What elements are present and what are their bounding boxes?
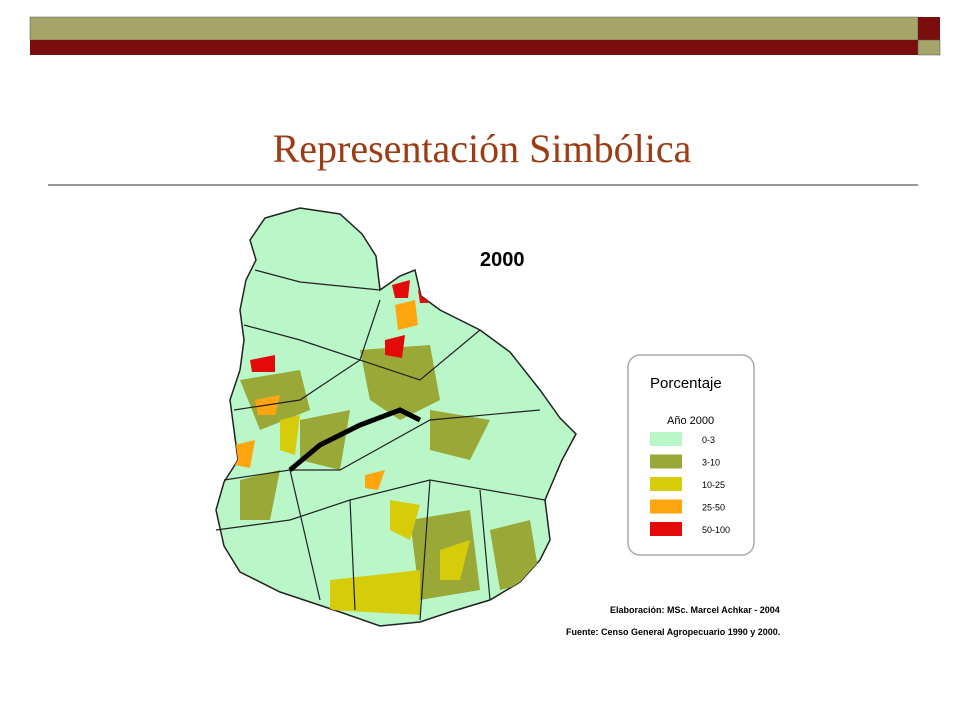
legend-swatch xyxy=(650,432,682,446)
legend-swatch xyxy=(650,522,682,536)
legend-label: 10-25 xyxy=(702,480,725,490)
department-borders xyxy=(215,269,546,621)
legend: Porcentaje Año 2000 0-3 3-10 10-25 25-50 50-… xyxy=(627,354,755,556)
legend-label: 25-50 xyxy=(702,503,725,513)
reservoir xyxy=(288,407,422,472)
legend-label: 3-10 xyxy=(702,458,720,468)
legend-swatch xyxy=(650,454,682,469)
header-square-bottom xyxy=(917,39,941,56)
map xyxy=(215,207,577,627)
header-bar-bottom xyxy=(30,40,918,55)
map-year: 2000 xyxy=(480,249,525,271)
legend-swatch xyxy=(650,499,682,514)
legend-label: 0-3 xyxy=(702,435,715,445)
header-bar-top xyxy=(29,16,919,41)
header-square-top xyxy=(918,17,940,40)
credit: Fuente: Censo General Agropecuario 1990 … xyxy=(566,627,780,637)
slide-title: Representación Simbólica xyxy=(273,126,692,171)
legend-subtitle: Año 2000 xyxy=(667,415,714,427)
legend-label: 50-100 xyxy=(702,525,730,535)
credit: Elaboración: MSc. Marcel Achkar - 2004 xyxy=(610,605,780,615)
legend-title: Porcentaje xyxy=(650,375,722,392)
legend-swatch xyxy=(650,477,682,491)
map-patches xyxy=(235,280,540,615)
